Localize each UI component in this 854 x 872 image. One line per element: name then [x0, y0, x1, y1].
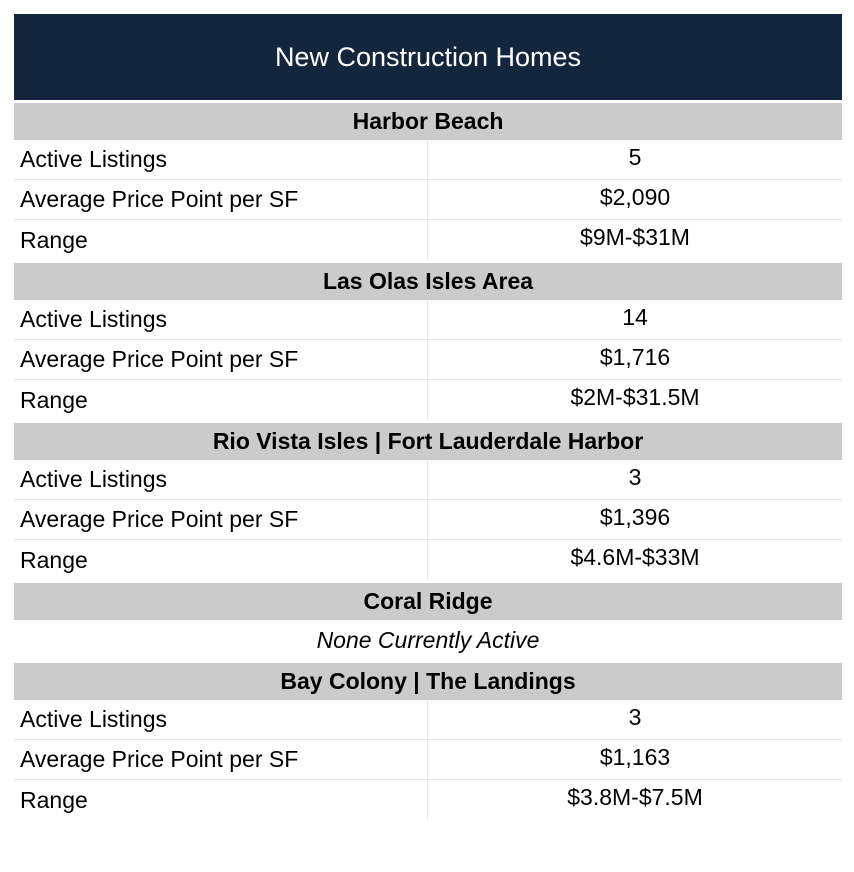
- table-row: Active Listings 3: [14, 700, 842, 740]
- row-value: $4.6M-$33M: [570, 544, 700, 570]
- row-value: $9M-$31M: [580, 224, 690, 250]
- section-note: None Currently Active: [316, 626, 540, 653]
- table-row: Average Price Point per SF $1,716: [14, 340, 842, 380]
- section-header: Harbor Beach: [14, 100, 842, 140]
- row-value: $2M-$31.5M: [570, 384, 700, 410]
- row-value: 3: [628, 464, 642, 490]
- section-harbor-beach: Harbor Beach Active Listings 5 Average P…: [14, 100, 842, 260]
- row-label: Average Price Point per SF: [14, 180, 428, 219]
- section-header: Coral Ridge: [14, 580, 842, 620]
- table-row: Active Listings 5: [14, 140, 842, 180]
- row-label: Average Price Point per SF: [14, 500, 428, 539]
- section-las-olas-isles: Las Olas Isles Area Active Listings 14 A…: [14, 260, 842, 420]
- table-row: Average Price Point per SF $2,090: [14, 180, 842, 220]
- section-bay-colony: Bay Colony | The Landings Active Listing…: [14, 660, 842, 820]
- row-label: Active Listings: [14, 140, 428, 179]
- table-title: New Construction Homes: [14, 14, 842, 100]
- new-construction-table: New Construction Homes Harbor Beach Acti…: [14, 14, 842, 820]
- section-header: Las Olas Isles Area: [14, 260, 842, 300]
- row-value: $1,163: [599, 744, 671, 770]
- row-value: $1,396: [599, 504, 671, 530]
- row-label: Active Listings: [14, 460, 428, 499]
- section-header: Bay Colony | The Landings: [14, 660, 842, 700]
- row-value: $1,716: [599, 344, 671, 370]
- table-row: Range $4.6M-$33M: [14, 540, 842, 580]
- row-label: Range: [14, 380, 428, 420]
- section-rio-vista-isles: Rio Vista Isles | Fort Lauderdale Harbor…: [14, 420, 842, 580]
- section-coral-ridge: Coral Ridge None Currently Active: [14, 580, 842, 660]
- row-label: Active Listings: [14, 700, 428, 739]
- row-value: 5: [628, 144, 642, 170]
- row-value: 14: [622, 304, 648, 330]
- row-value: $2,090: [599, 184, 671, 210]
- table-row: Range $3.8M-$7.5M: [14, 780, 842, 820]
- table-row: Active Listings 14: [14, 300, 842, 340]
- row-label: Range: [14, 220, 428, 260]
- row-label: Range: [14, 780, 428, 820]
- row-value: 3: [628, 704, 642, 730]
- section-header: Rio Vista Isles | Fort Lauderdale Harbor: [14, 420, 842, 460]
- table-row: Average Price Point per SF $1,163: [14, 740, 842, 780]
- table-row: Range $9M-$31M: [14, 220, 842, 260]
- row-value: $3.8M-$7.5M: [567, 784, 703, 810]
- row-label: Average Price Point per SF: [14, 740, 428, 779]
- row-label: Range: [14, 540, 428, 580]
- table-row: Range $2M-$31.5M: [14, 380, 842, 420]
- table-row: Average Price Point per SF $1,396: [14, 500, 842, 540]
- table-row: Active Listings 3: [14, 460, 842, 500]
- row-label: Average Price Point per SF: [14, 340, 428, 379]
- row-label: Active Listings: [14, 300, 428, 339]
